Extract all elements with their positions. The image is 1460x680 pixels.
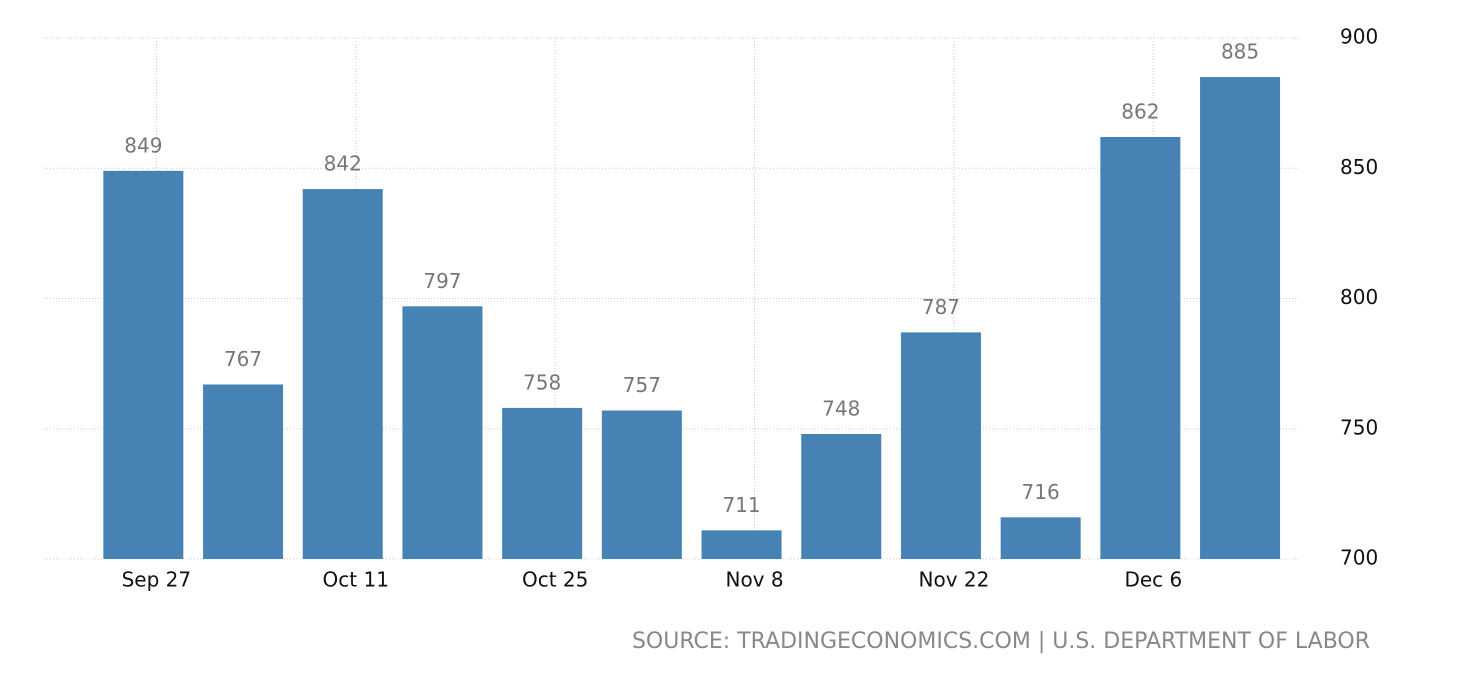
bar <box>1000 517 1081 559</box>
x-tick-label: Nov 22 <box>919 568 990 592</box>
bar <box>402 306 483 559</box>
bar <box>203 384 284 559</box>
bar <box>502 407 583 559</box>
bar <box>701 530 782 559</box>
bar <box>1100 136 1181 560</box>
y-tick-label: 800 <box>1340 285 1378 309</box>
x-tick-label: Sep 27 <box>122 568 192 592</box>
x-tick-label: Oct 25 <box>522 568 588 592</box>
bar <box>900 332 981 559</box>
bar <box>103 170 184 560</box>
source-note: SOURCE: TRADINGECONOMICS.COM | U.S. DEPA… <box>632 629 1370 654</box>
value-label: 716 <box>1022 480 1060 504</box>
value-label: 748 <box>822 396 860 420</box>
value-label: 767 <box>224 347 262 371</box>
value-label: 862 <box>1121 99 1159 123</box>
value-label: 849 <box>124 133 162 157</box>
y-tick-label: 850 <box>1340 155 1378 179</box>
bar <box>302 189 383 559</box>
y-tick-label: 900 <box>1340 25 1378 49</box>
value-label: 842 <box>324 152 362 176</box>
value-label: 885 <box>1221 40 1259 64</box>
value-label: 797 <box>423 269 461 293</box>
value-label: 758 <box>523 370 561 394</box>
y-tick-label: 750 <box>1340 415 1378 439</box>
value-label: 787 <box>922 295 960 319</box>
value-label: 711 <box>722 493 760 517</box>
y-tick-label: 700 <box>1340 546 1378 570</box>
bar <box>1200 77 1281 559</box>
bar <box>601 410 682 559</box>
bar <box>801 433 882 559</box>
x-tick-label: Dec 6 <box>1124 568 1182 592</box>
x-tick-label: Nov 8 <box>725 568 783 592</box>
x-tick-label: Oct 11 <box>323 568 389 592</box>
value-label: 757 <box>623 373 661 397</box>
